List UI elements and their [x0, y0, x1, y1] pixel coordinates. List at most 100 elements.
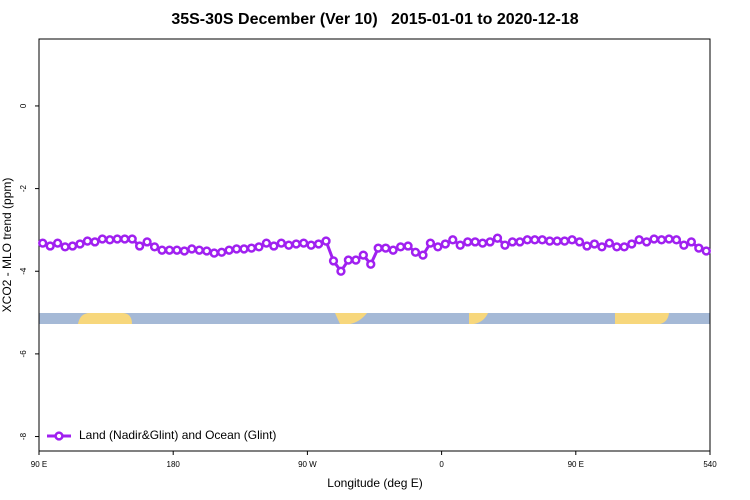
- data-point: [45, 241, 55, 251]
- data-point: [112, 234, 122, 244]
- data-point: [90, 237, 100, 247]
- data-point: [120, 234, 130, 244]
- data-point: [366, 259, 376, 269]
- data-point: [515, 237, 525, 247]
- data-point: [172, 245, 182, 255]
- data-point: [284, 240, 294, 250]
- data-point: [410, 247, 421, 257]
- y-tick-label: -2: [19, 184, 28, 192]
- data-point: [351, 255, 361, 265]
- legend-marker: [54, 431, 64, 441]
- data-point: [686, 237, 697, 247]
- data-point: [321, 236, 331, 246]
- y-tick-label: -6: [19, 350, 28, 358]
- data-point: [574, 237, 585, 247]
- data-point: [38, 238, 48, 248]
- data-point: [664, 234, 674, 244]
- x-tick-label: 540: [703, 460, 717, 469]
- data-point: [440, 239, 450, 249]
- legend-label: Land (Nadir&Glint) and Ocean (Glint): [79, 428, 276, 442]
- data-point: [97, 234, 108, 244]
- data-point: [358, 250, 368, 260]
- data-point: [127, 234, 137, 244]
- data-point: [492, 233, 503, 243]
- data-point: [559, 236, 570, 246]
- data-point: [418, 250, 428, 260]
- data-point: [552, 236, 562, 246]
- data-point: [343, 255, 354, 265]
- x-tick-label: 180: [167, 460, 181, 469]
- y-axis-label: XCO2 - MLO trend (ppm): [0, 178, 14, 313]
- data-point: [164, 245, 175, 255]
- data-point: [530, 235, 540, 245]
- y-tick-label: -8: [19, 432, 28, 440]
- data-point: [246, 243, 257, 253]
- y-tick-label: 0: [19, 103, 28, 108]
- data-point: [634, 235, 644, 245]
- data-point: [75, 239, 85, 249]
- data-point: [328, 256, 339, 266]
- data-point: [545, 236, 555, 246]
- data-point: [679, 240, 689, 250]
- land-ocean-strip: [39, 313, 710, 324]
- data-point: [656, 235, 667, 245]
- data-point: [373, 243, 383, 253]
- x-tick-label: 0: [439, 460, 444, 469]
- data-point: [470, 237, 480, 247]
- data-point: [597, 242, 607, 252]
- data-point: [582, 241, 592, 251]
- data-point: [507, 237, 518, 247]
- data-point: [67, 241, 78, 251]
- data-point: [60, 242, 70, 252]
- data-point: [455, 240, 465, 250]
- data-point: [254, 242, 264, 252]
- data-point: [231, 244, 242, 254]
- data-point: [612, 242, 622, 252]
- x-tick-label: 90 W: [298, 460, 317, 469]
- data-point: [291, 239, 301, 249]
- data-point: [619, 242, 629, 252]
- data-point: [433, 242, 443, 252]
- data-point: [313, 239, 324, 249]
- data-point: [217, 247, 227, 257]
- data-point: [485, 237, 495, 247]
- data-point: [463, 237, 473, 247]
- data-point: [381, 243, 391, 253]
- data-point: [209, 248, 219, 258]
- data-point: [299, 238, 309, 248]
- data-point: [261, 238, 272, 248]
- data-point: [395, 242, 406, 252]
- data-point: [269, 241, 279, 251]
- data-point: [224, 245, 234, 255]
- data-point: [194, 245, 204, 255]
- data-point: [306, 240, 316, 250]
- data-point: [135, 241, 145, 251]
- data-point: [105, 235, 115, 245]
- data-point: [52, 238, 63, 248]
- data-point: [500, 240, 510, 250]
- data-point: [641, 237, 652, 247]
- data-point: [149, 242, 160, 252]
- data-point: [425, 238, 436, 248]
- data-point: [202, 246, 212, 256]
- data-point: [701, 246, 711, 256]
- chart-title: 35S-30S December (Ver 10) 2015-01-01 to …: [171, 11, 578, 28]
- data-point: [403, 241, 413, 251]
- data-point: [589, 239, 600, 249]
- data-point: [522, 235, 532, 245]
- data-point: [649, 234, 659, 244]
- x-tick-label: 90 E: [31, 460, 47, 469]
- data-point: [537, 235, 547, 245]
- data-point: [179, 246, 190, 256]
- x-tick-label: 90 E: [568, 460, 584, 469]
- data-point: [694, 243, 704, 253]
- data-point: [448, 235, 458, 245]
- data-point: [388, 245, 398, 255]
- data-point: [187, 244, 197, 254]
- data-point: [477, 238, 488, 248]
- data-point: [671, 235, 682, 245]
- data-point: [604, 238, 614, 248]
- data-point: [142, 237, 152, 247]
